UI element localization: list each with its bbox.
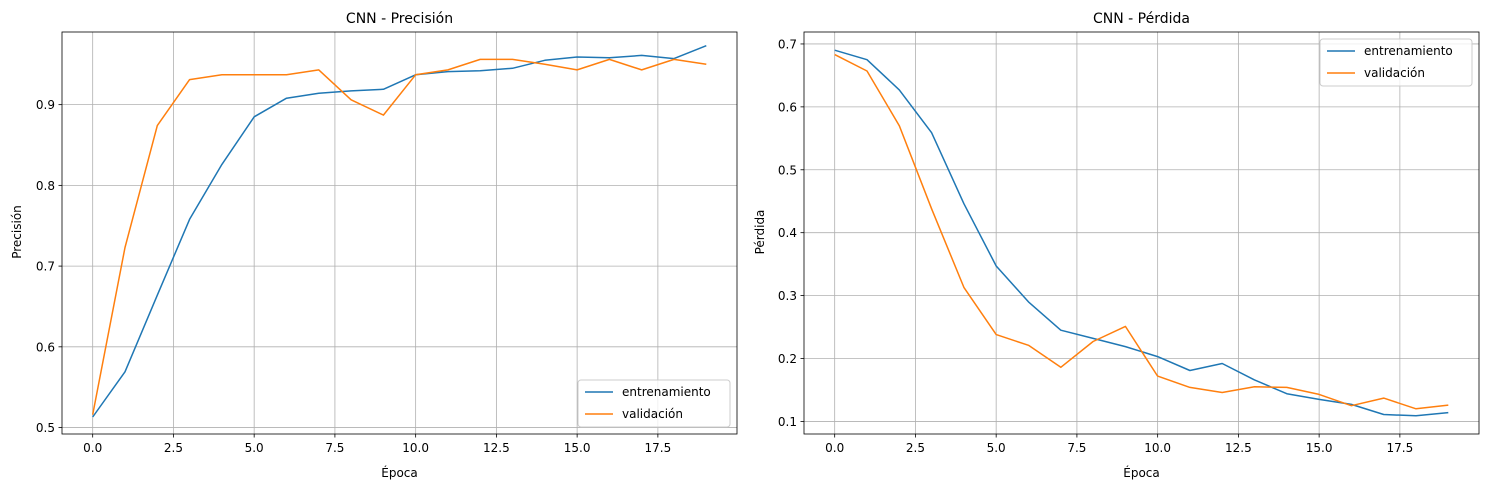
y-tick-label: 0.5 (36, 421, 55, 435)
legend: entrenamiento validación (1319, 38, 1473, 87)
legend-box (1319, 38, 1473, 87)
chart-title: CNN - Pérdida (1093, 11, 1190, 27)
series-lines (91, 45, 707, 418)
x-tick-label: 7.5 (1067, 441, 1086, 455)
x-tick-label: 10.0 (1144, 441, 1171, 455)
series-line-validacion (91, 58, 707, 415)
legend-label-validacion: validación (1364, 66, 1425, 80)
x-axis-label: Época (1123, 465, 1160, 480)
y-tick-label: 0.5 (778, 163, 797, 177)
grid (62, 32, 737, 434)
y-tick-label: 0.1 (778, 415, 797, 429)
series-lines (834, 49, 1449, 417)
legend-label-validacion: validación (622, 407, 683, 421)
y-tick-label: 0.4 (778, 226, 797, 240)
ticks: 0.0 2.5 5.0 7.5 10.0 12.5 15.0 17.5 0.1 0.2 0.3 0.4… (778, 37, 1413, 455)
x-tick-label: 15.0 (1306, 441, 1333, 455)
x-tick-label: 0.0 (825, 441, 844, 455)
y-tick-label: 0.7 (778, 37, 797, 51)
x-tick-label: 12.5 (483, 441, 510, 455)
y-tick-label: 0.3 (778, 289, 797, 303)
y-axis-label: Precisión (10, 205, 24, 259)
legend-box (577, 379, 731, 428)
x-tick-label: 15.0 (564, 441, 591, 455)
y-tick-label: 0.7 (36, 260, 55, 274)
y-tick-label: 0.9 (36, 98, 55, 112)
series-line-entrenamiento (92, 45, 707, 418)
chart-loss: CNN - Pérdida Época Pérdida 0.0 2.5 5.0 7.5… (753, 11, 1480, 480)
y-tick-label: 0.2 (778, 352, 797, 366)
legend-label-entrenamiento: entrenamiento (1364, 44, 1453, 58)
chart-title: CNN - Precisión (346, 11, 453, 27)
x-tick-label: 5.0 (245, 441, 264, 455)
legend: entrenamiento validación (577, 379, 731, 428)
x-tick-label: 17.5 (1387, 441, 1414, 455)
plot-frame (61, 31, 738, 435)
x-tick-label: 7.5 (325, 441, 344, 455)
chart-accuracy: CNN - Precisión Época Precisión 0.0 2.5 5.… (10, 11, 738, 480)
x-axis-label: Época (381, 465, 418, 480)
x-tick-label: 2.5 (906, 441, 925, 455)
y-tick-label: 0.6 (778, 100, 797, 114)
grid (804, 32, 1479, 434)
ticks: 0.0 2.5 5.0 7.5 10.0 12.5 15.0 17.5 0.5 0.6 0.7 0.8… (36, 98, 671, 455)
x-tick-label: 17.5 (645, 441, 672, 455)
x-tick-label: 0.0 (83, 441, 102, 455)
series-line-validacion (834, 53, 1449, 410)
y-tick-label: 0.8 (36, 179, 55, 193)
x-tick-label: 5.0 (987, 441, 1006, 455)
legend-label-entrenamiento: entrenamiento (622, 385, 711, 399)
x-tick-label: 12.5 (1225, 441, 1252, 455)
x-tick-label: 2.5 (164, 441, 183, 455)
x-tick-label: 10.0 (402, 441, 429, 455)
y-tick-label: 0.6 (36, 340, 55, 354)
y-axis-label: Pérdida (753, 210, 767, 255)
